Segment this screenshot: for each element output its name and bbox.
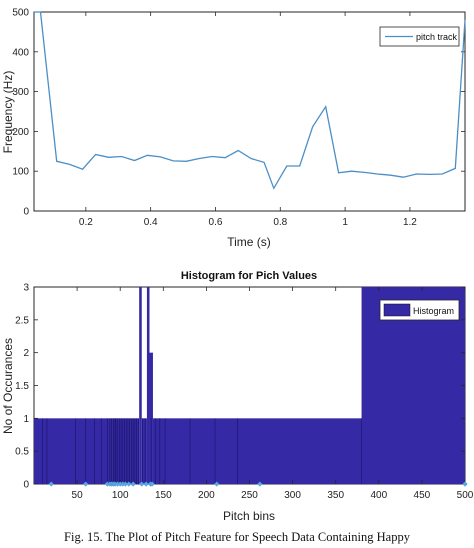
histogram-baseline-marker bbox=[130, 481, 136, 487]
histogram-title: Histogram for Pich Values bbox=[181, 270, 317, 282]
line-legend-box bbox=[379, 26, 460, 47]
histogram-baseline-marker bbox=[214, 481, 220, 487]
line-x-tick-label: 1 bbox=[342, 217, 348, 228]
histogram-baseline-marker bbox=[48, 481, 54, 487]
line-y-tick-label: 300 bbox=[12, 87, 29, 98]
histogram-x-tick-label: 100 bbox=[112, 490, 129, 501]
histogram-x-tick-label: 350 bbox=[327, 490, 344, 501]
histogram-baseline-markers bbox=[48, 481, 468, 487]
histogram-y-tick-label: 2 bbox=[23, 348, 29, 359]
histogram-x-tick-label: 200 bbox=[198, 490, 215, 501]
histogram-x-tick-label: 150 bbox=[155, 490, 172, 501]
histogram-y-tick-label: 1 bbox=[23, 414, 29, 425]
line-y-tick-label: 100 bbox=[12, 167, 29, 178]
histogram-bar bbox=[149, 352, 153, 484]
histogram-y-tick-label: 0.5 bbox=[15, 447, 29, 458]
histogram-x-tick-label: 400 bbox=[370, 490, 387, 501]
histogram-x-tick-label: 450 bbox=[414, 490, 431, 501]
histogram-bar bbox=[152, 418, 362, 484]
pitch-track-chart: 0 100 200 300 400 500 0.2 0.4 0.6 0.8 1 1.2 Time (… bbox=[1, 8, 466, 249]
histogram-x-tick-label: 250 bbox=[241, 490, 258, 501]
pitch-track-line bbox=[34, 11, 466, 190]
histogram-bin-edges bbox=[42, 418, 362, 484]
histogram-bar bbox=[141, 418, 147, 484]
histogram-x-axis-label: Pitch bins bbox=[223, 509, 275, 523]
histogram-y-axis-label: No of Occurances bbox=[1, 338, 15, 434]
histogram-x-tick-label: 300 bbox=[284, 490, 301, 501]
histogram-legend-swatch bbox=[383, 303, 411, 317]
histogram-y-tick-label: 0 bbox=[23, 480, 29, 491]
line-x-axis-label: Time (s) bbox=[227, 235, 271, 249]
histogram-x-tick-labels: 50 100 150 200 250 300 350 400 450 500 bbox=[72, 490, 474, 501]
histogram-baseline-marker bbox=[149, 481, 155, 487]
line-y-axis-label: Frequency (Hz) bbox=[1, 71, 15, 154]
line-y-tick-label: 500 bbox=[12, 8, 29, 19]
histogram-baseline-marker bbox=[462, 481, 468, 487]
line-legend: pitch track bbox=[379, 26, 460, 47]
line-y-tick-label: 400 bbox=[12, 47, 29, 58]
line-legend-label: pitch track bbox=[416, 32, 458, 42]
histogram-legend: Histogram bbox=[379, 299, 460, 321]
histogram-y-tick-label: 1.5 bbox=[15, 381, 29, 392]
line-y-tick-label: 200 bbox=[12, 127, 29, 138]
histogram-legend-label: Histogram bbox=[413, 306, 454, 316]
histogram-bar bbox=[107, 418, 140, 484]
histogram-y-tick-labels: 0 0.5 1 1.5 2 2.5 3 bbox=[15, 283, 29, 491]
histogram-x-tick-label: 500 bbox=[457, 490, 474, 501]
line-x-tick-label: 0.6 bbox=[209, 217, 223, 228]
figure-caption: Fig. 15. The Plot of Pitch Feature for S… bbox=[64, 530, 410, 544]
line-x-tick-label: 0.8 bbox=[273, 217, 287, 228]
histogram-y-tick-label: 2.5 bbox=[15, 315, 29, 326]
line-x-tick-labels: 0.2 0.4 0.6 0.8 1 1.2 bbox=[79, 217, 417, 228]
histogram-bar bbox=[146, 287, 150, 484]
histogram-baseline-marker bbox=[83, 481, 89, 487]
histogram-baseline-marker bbox=[257, 481, 263, 487]
histogram-bar bbox=[34, 418, 108, 484]
histogram-x-tick-label: 50 bbox=[72, 490, 84, 501]
line-y-tick-labels: 0 100 200 300 400 500 bbox=[12, 8, 29, 218]
line-y-tick-label: 0 bbox=[23, 207, 29, 218]
histogram-bar bbox=[139, 287, 142, 484]
pitch-histogram-chart: Histogram for Pich Values 00.511.522.53 … bbox=[1, 270, 474, 523]
line-x-tick-label: 0.2 bbox=[79, 217, 93, 228]
line-x-tick-label: 1.2 bbox=[403, 217, 417, 228]
line-x-tick-label: 0.4 bbox=[144, 217, 158, 228]
histogram-y-tick-label: 3 bbox=[23, 283, 29, 294]
